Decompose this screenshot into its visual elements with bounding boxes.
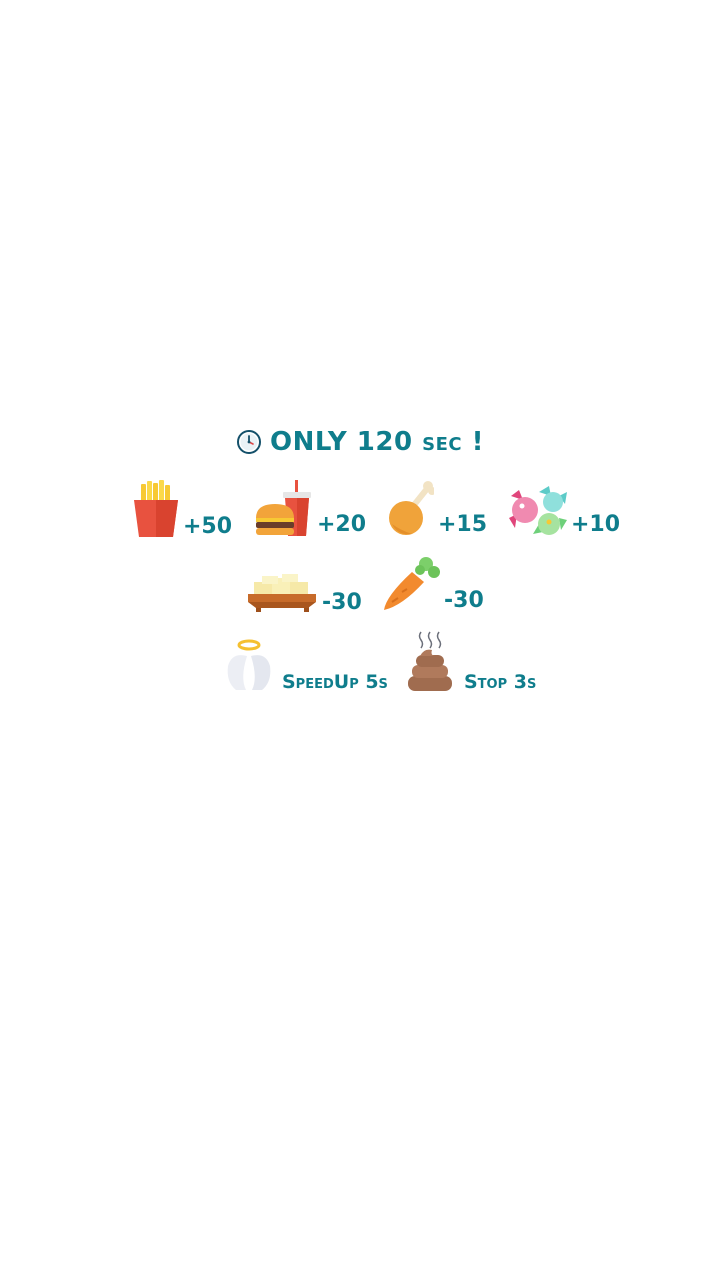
speedup-item: SpeedUp 5s (226, 638, 388, 692)
burger-value: +20 (317, 512, 367, 537)
chicken-leg-icon (389, 481, 434, 535)
tofu-value: -30 (322, 590, 362, 615)
burger-soda-icon (256, 480, 311, 536)
carrot-value: -30 (444, 588, 484, 613)
clock-icon (237, 430, 262, 454)
chicken-item: +15 (388, 480, 487, 536)
carrot-item: -30 (382, 556, 484, 612)
burger-item: +20 (255, 480, 366, 536)
fries-icon (134, 480, 178, 537)
poop-icon (408, 631, 452, 691)
candy-item: +10 (509, 484, 620, 536)
stop-item: Stop 3s (406, 630, 536, 692)
tofu-item: -30 (248, 572, 362, 614)
stop-label: Stop 3s (464, 671, 537, 693)
title-row: ONLY 120 sec ! (0, 422, 720, 462)
speedup-label: SpeedUp 5s (282, 671, 388, 693)
angel-wings-icon (227, 639, 271, 690)
candy-value: +10 (571, 512, 621, 537)
chicken-value: +15 (438, 512, 488, 537)
title-text: ONLY 120 sec ! (270, 427, 484, 457)
tofu-icon (248, 574, 316, 612)
fries-item: +50 (133, 480, 232, 538)
fries-value: +50 (183, 514, 233, 539)
candy-icon (509, 486, 567, 535)
carrot-icon (384, 557, 440, 610)
